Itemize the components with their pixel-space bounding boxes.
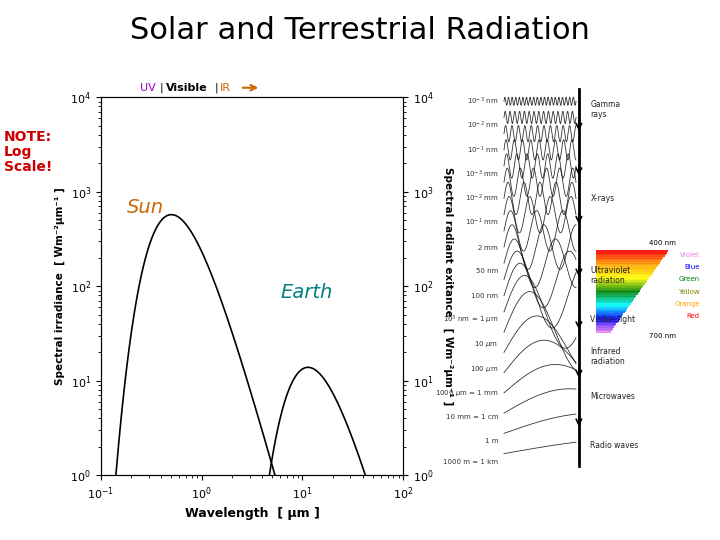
Bar [596, 306, 628, 308]
Y-axis label: Spectral irradiance  [ Wm⁻²μm⁻¹ ]: Spectral irradiance [ Wm⁻²μm⁻¹ ] [55, 187, 65, 385]
Text: 100 $\mu$m: 100 $\mu$m [470, 363, 498, 374]
Text: $10^{-3}$ mm: $10^{-3}$ mm [464, 168, 498, 180]
Bar [596, 260, 661, 262]
Bar [596, 301, 631, 303]
Text: $10^{-3}$ nm: $10^{-3}$ nm [467, 96, 498, 107]
Bar [596, 256, 663, 259]
Bar [596, 325, 616, 327]
Y-axis label: Spectral radiant exitance   [ Wm⁻²μm⁻¹ ]: Spectral radiant exitance [ Wm⁻²μm⁻¹ ] [443, 167, 453, 406]
Bar [596, 272, 653, 274]
Bar [596, 288, 641, 290]
Text: 1 m: 1 m [485, 438, 498, 444]
Text: 10 mm = 1 cm: 10 mm = 1 cm [446, 414, 498, 420]
Bar [596, 316, 621, 318]
Bar [596, 267, 657, 268]
Text: Sun: Sun [127, 198, 163, 217]
Text: Microwaves: Microwaves [590, 393, 635, 401]
Bar [596, 292, 639, 293]
Bar [596, 275, 651, 277]
Bar [596, 298, 634, 300]
Text: Yellow: Yellow [678, 288, 700, 295]
Text: $10^{-2}$ nm: $10^{-2}$ nm [467, 120, 498, 131]
Text: $10^{-2}$ mm: $10^{-2}$ mm [464, 193, 498, 204]
Text: 400 nm: 400 nm [649, 240, 676, 246]
Bar [596, 309, 626, 312]
Text: NOTE:
Log
Scale!: NOTE: Log Scale! [4, 130, 52, 174]
Bar [596, 281, 646, 284]
Bar [596, 262, 660, 264]
Bar [596, 303, 631, 305]
Text: Blue: Blue [684, 264, 700, 271]
Text: Solar and Terrestrial Radiation: Solar and Terrestrial Radiation [130, 16, 590, 45]
Text: 1000 $\mu$m = 1 mm: 1000 $\mu$m = 1 mm [435, 388, 498, 398]
Bar [596, 321, 618, 323]
Bar [596, 280, 647, 282]
Bar [596, 323, 616, 325]
Bar [596, 328, 613, 330]
Text: 50 nm: 50 nm [476, 268, 498, 274]
Bar [596, 265, 657, 267]
Bar [596, 320, 618, 321]
Text: |: | [215, 83, 218, 93]
Text: $10^{-1}$ nm: $10^{-1}$ nm [467, 144, 498, 156]
Bar [596, 318, 620, 320]
Bar [596, 283, 644, 285]
Bar [596, 293, 638, 295]
Bar [596, 315, 622, 316]
Text: IR: IR [220, 83, 231, 93]
Text: X-rays: X-rays [590, 194, 615, 203]
Bar [596, 287, 642, 288]
Text: Gamma
rays: Gamma rays [590, 100, 621, 119]
Bar [596, 326, 614, 328]
Text: $2$ mm: $2$ mm [477, 242, 498, 252]
Text: Infrared
radiation: Infrared radiation [590, 347, 625, 366]
Bar [596, 255, 665, 257]
Text: Ultraviolet
radiation: Ultraviolet radiation [590, 266, 631, 285]
Text: 10 $\mu$m: 10 $\mu$m [474, 339, 498, 349]
Bar [596, 250, 668, 252]
Bar [596, 296, 635, 299]
Text: Visible: Visible [166, 83, 207, 93]
Bar [596, 311, 625, 313]
Text: 1000 m = 1 km: 1000 m = 1 km [444, 458, 498, 465]
Text: |: | [160, 83, 163, 93]
Bar [596, 252, 667, 254]
Bar [596, 264, 659, 265]
Text: Visible light: Visible light [590, 315, 636, 325]
Text: $10^{-1}$ mm: $10^{-1}$ mm [464, 217, 498, 228]
Text: 100 nm: 100 nm [472, 293, 498, 299]
Text: Radio waves: Radio waves [590, 441, 639, 450]
Bar [596, 253, 666, 255]
Bar [596, 305, 629, 307]
Text: Violet: Violet [680, 252, 700, 258]
Bar [596, 313, 624, 315]
Text: Earth: Earth [280, 283, 333, 302]
Bar [596, 329, 612, 332]
Bar [596, 268, 655, 270]
Bar [596, 290, 640, 292]
Bar [596, 285, 644, 287]
Bar [596, 276, 649, 279]
Bar [596, 308, 627, 310]
Text: UV: UV [140, 83, 156, 93]
Bar [596, 295, 636, 296]
Bar [596, 259, 662, 260]
Bar [596, 331, 611, 333]
X-axis label: Wavelength  [ μm ]: Wavelength [ μm ] [184, 507, 320, 520]
Text: Green: Green [679, 276, 700, 282]
Bar [596, 278, 648, 280]
Bar [596, 270, 654, 272]
Text: Red: Red [687, 313, 700, 319]
Text: 700 nm: 700 nm [649, 333, 676, 339]
Bar [596, 300, 633, 302]
Text: $10^3$ nm = 1 $\mu$m: $10^3$ nm = 1 $\mu$m [443, 314, 498, 326]
Bar [596, 273, 652, 275]
Text: Orange: Orange [674, 301, 700, 307]
